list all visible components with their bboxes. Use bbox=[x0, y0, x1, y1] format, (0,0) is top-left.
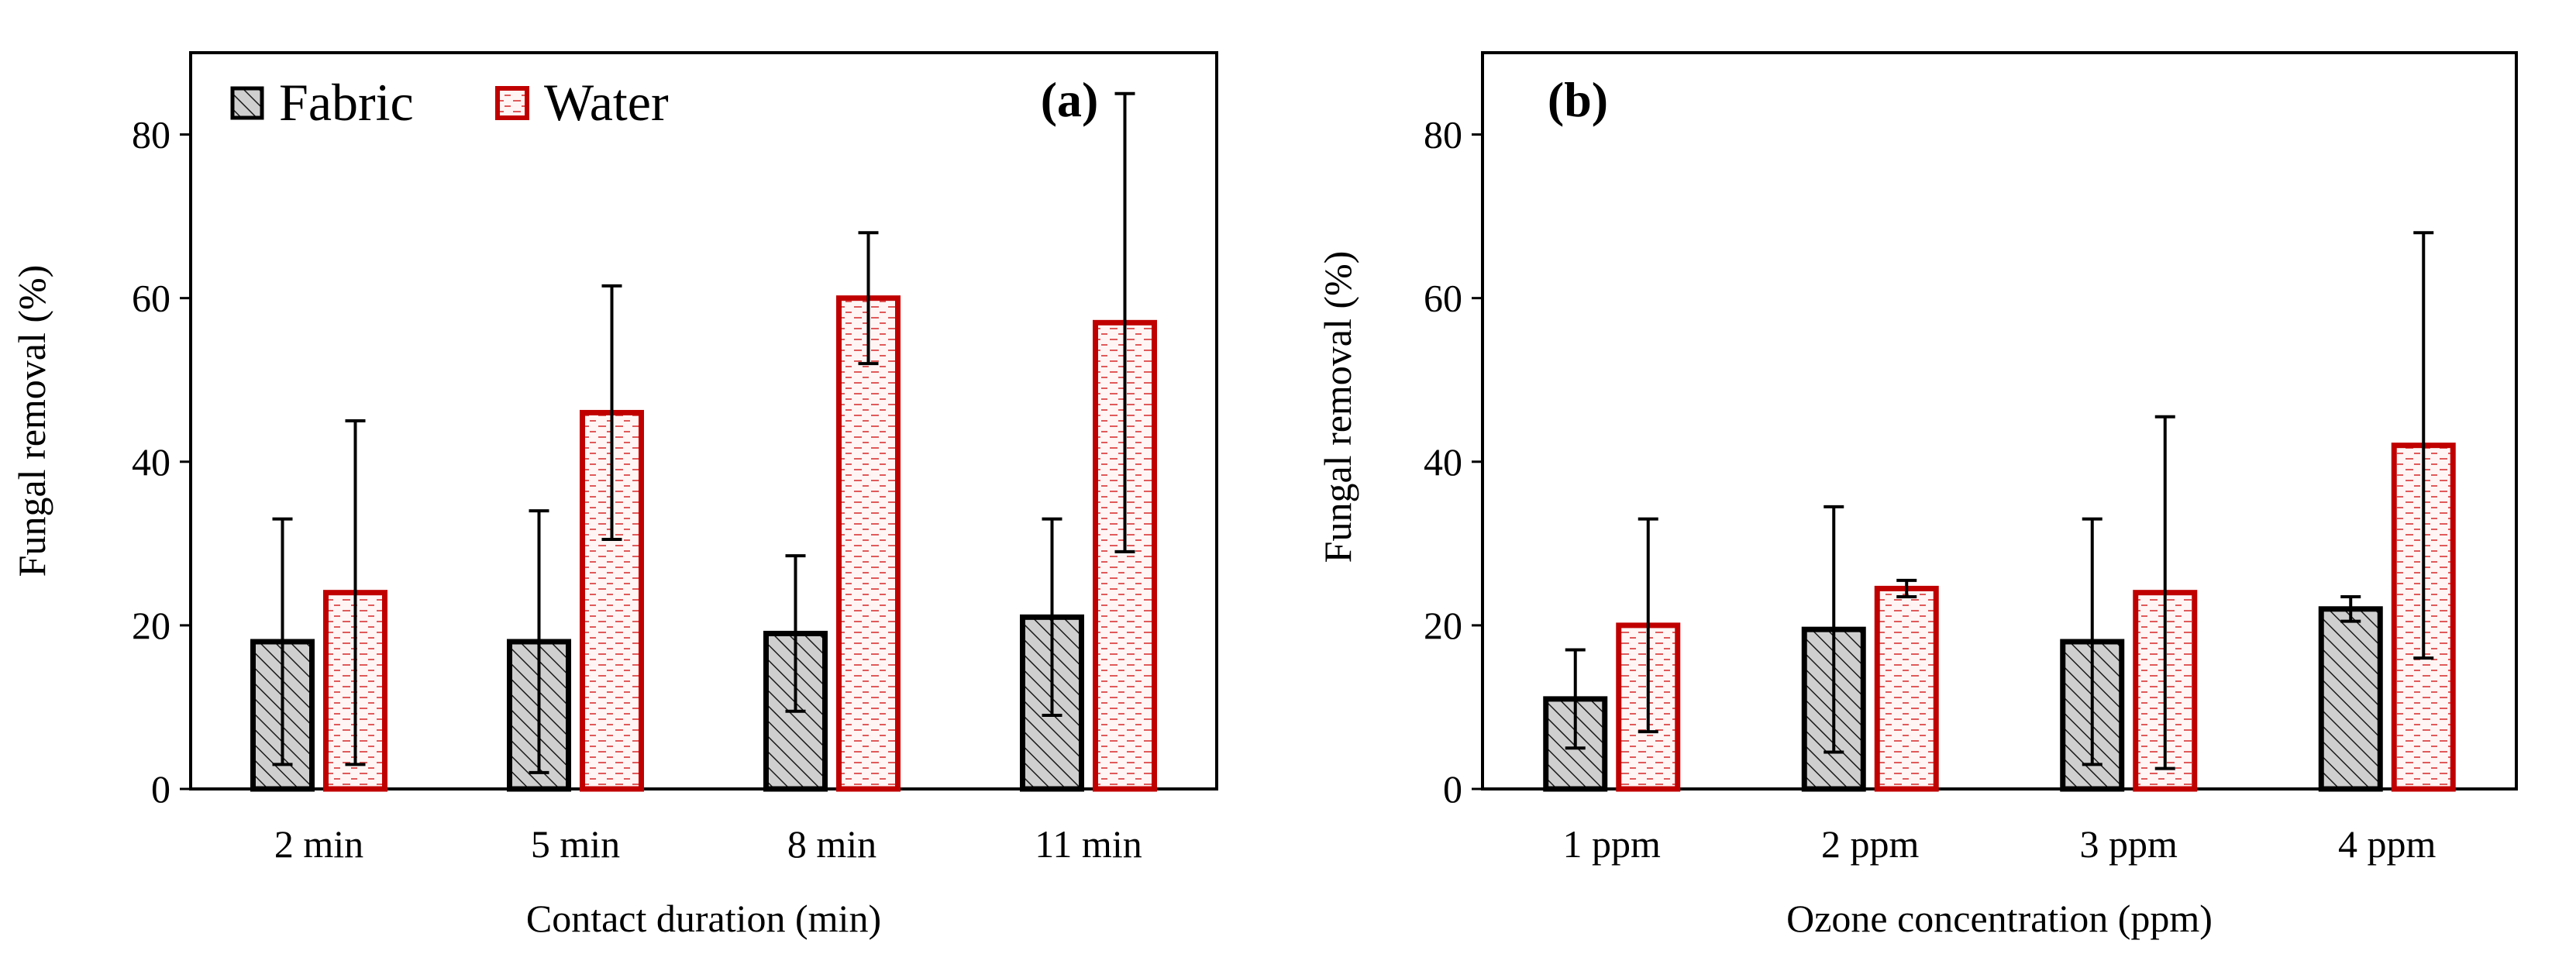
x-tick-label-b-1: 2 ppm bbox=[1821, 822, 1920, 866]
legend-label-water: Water bbox=[544, 73, 669, 132]
legend-swatch-fabric bbox=[230, 86, 264, 120]
x-axis-ticks-a: 2 min 5 min 8 min 11 min bbox=[274, 822, 1142, 866]
x-tick-label-a-1: 5 min bbox=[531, 822, 620, 866]
x-tick-label-b-3: 4 ppm bbox=[2338, 822, 2437, 866]
plot-frame-a bbox=[189, 51, 1218, 790]
x-axis-title-b: Ozone concentration (ppm) bbox=[1786, 897, 2213, 940]
legend: Fabric Water bbox=[230, 73, 669, 132]
y-tick-label-a-80: 80 bbox=[132, 113, 170, 157]
bars-b bbox=[1543, 231, 2456, 792]
x-axis-ticks-b: 1 ppm 2 ppm 3 ppm 4 ppm bbox=[1563, 822, 2437, 866]
bar-b-fabric-3 bbox=[2318, 606, 2383, 792]
legend-swatch-water bbox=[495, 86, 529, 120]
y-tick-label-b-20: 20 bbox=[1424, 604, 1462, 647]
x-tick-label-b-0: 1 ppm bbox=[1563, 822, 1662, 866]
chart-panel-a: 0 20 40 60 80 2 min 5 min 8 min 11 min Fungal r… bbox=[10, 51, 1218, 940]
y-axis-title-b: Fungal removal (%) bbox=[1316, 251, 1359, 563]
x-tick-label-a-3: 11 min bbox=[1035, 822, 1142, 866]
y-tick-label-a-40: 40 bbox=[132, 440, 170, 484]
y-tick-label-b-80: 80 bbox=[1424, 113, 1462, 157]
x-tick-label-a-0: 2 min bbox=[274, 822, 363, 866]
y-axis-ticks-a: 0 20 40 60 80 bbox=[132, 113, 191, 811]
y-tick-label-b-40: 40 bbox=[1424, 440, 1462, 484]
y-tick-label-a-20: 20 bbox=[132, 604, 170, 647]
legend-label-fabric: Fabric bbox=[279, 73, 414, 132]
panel-label-b: (b) bbox=[1548, 72, 1608, 127]
panel-label-a: (a) bbox=[1041, 72, 1099, 127]
bar-b-water-1 bbox=[1874, 585, 1939, 792]
x-tick-label-b-2: 3 ppm bbox=[2080, 822, 2178, 866]
y-tick-label-a-0: 0 bbox=[151, 767, 170, 811]
y-tick-label-b-60: 60 bbox=[1424, 277, 1462, 320]
legend-item-fabric: Fabric bbox=[230, 73, 414, 132]
legend-item-water: Water bbox=[495, 73, 669, 132]
x-axis-title-a: Contact duration (min) bbox=[526, 897, 881, 940]
y-axis-ticks-b: 0 20 40 60 80 bbox=[1424, 113, 1483, 811]
y-axis-title-a: Fungal removal (%) bbox=[10, 265, 53, 577]
x-tick-label-a-2: 8 min bbox=[787, 822, 876, 866]
chart-panel-b: 0 20 40 60 80 1 ppm 2 ppm 3 ppm 4 ppm Fungal re… bbox=[1316, 51, 2518, 940]
y-tick-label-b-0: 0 bbox=[1443, 767, 1462, 811]
bar-a-water-2 bbox=[836, 295, 901, 792]
y-tick-label-a-60: 60 bbox=[132, 277, 170, 320]
plot-frame-b bbox=[1481, 51, 2518, 790]
bars-a bbox=[250, 91, 1157, 792]
